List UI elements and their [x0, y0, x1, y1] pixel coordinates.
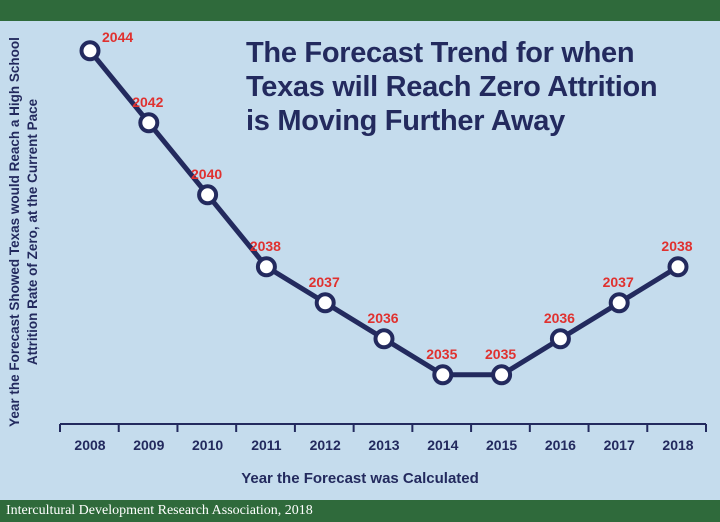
data-label-2016: 2036: [544, 310, 575, 326]
data-point-2017: [608, 292, 630, 314]
data-label-2010: 2040: [191, 166, 222, 182]
x-tick-label-2014: 2014: [427, 437, 458, 453]
data-point-2018: [667, 256, 689, 278]
footer-credit: Intercultural Development Research Assoc…: [0, 500, 720, 522]
x-tick-label-2018: 2018: [662, 437, 693, 453]
data-label-2014: 2035: [426, 346, 457, 362]
x-tick-label-2008: 2008: [74, 437, 105, 453]
data-point-2011: [255, 256, 277, 278]
data-point-2015: [491, 364, 513, 386]
data-label-2013: 2036: [367, 310, 398, 326]
x-tick-label-2012: 2012: [310, 437, 341, 453]
title-line-2: Texas will Reach Zero Attrition: [246, 71, 658, 103]
title-line-3: is Moving Further Away: [246, 105, 565, 137]
data-label-2011: 2038: [250, 238, 281, 254]
data-point-2012: [314, 292, 336, 314]
x-tick-label-2010: 2010: [192, 437, 223, 453]
x-tick-label-2017: 2017: [604, 437, 635, 453]
title-line-1: The Forecast Trend for when: [246, 37, 635, 69]
data-label-2008: 2044: [102, 29, 133, 45]
x-axis-label: Year the Forecast was Calculated: [241, 470, 479, 487]
data-label-2009: 2042: [132, 94, 163, 110]
x-tick-label-2016: 2016: [545, 437, 576, 453]
top-banner: [0, 0, 720, 21]
data-point-2016: [549, 328, 571, 350]
data-label-2017: 2037: [603, 274, 634, 290]
x-tick-label-2015: 2015: [486, 437, 517, 453]
data-point-2013: [373, 328, 395, 350]
x-tick-label-2013: 2013: [368, 437, 399, 453]
data-label-2012: 2037: [309, 274, 340, 290]
data-point-2010: [197, 184, 219, 206]
data-point-2014: [432, 364, 454, 386]
data-point-2008: [79, 40, 101, 62]
data-label-2015: 2035: [485, 346, 516, 362]
chart-title: The Forecast Trend for when Texas will R…: [246, 36, 716, 138]
data-point-2009: [138, 112, 160, 134]
series-line: [88, 49, 680, 378]
x-tick-label-2009: 2009: [133, 437, 164, 453]
data-label-2018: 2038: [661, 238, 692, 254]
x-tick-label-2011: 2011: [251, 437, 282, 453]
